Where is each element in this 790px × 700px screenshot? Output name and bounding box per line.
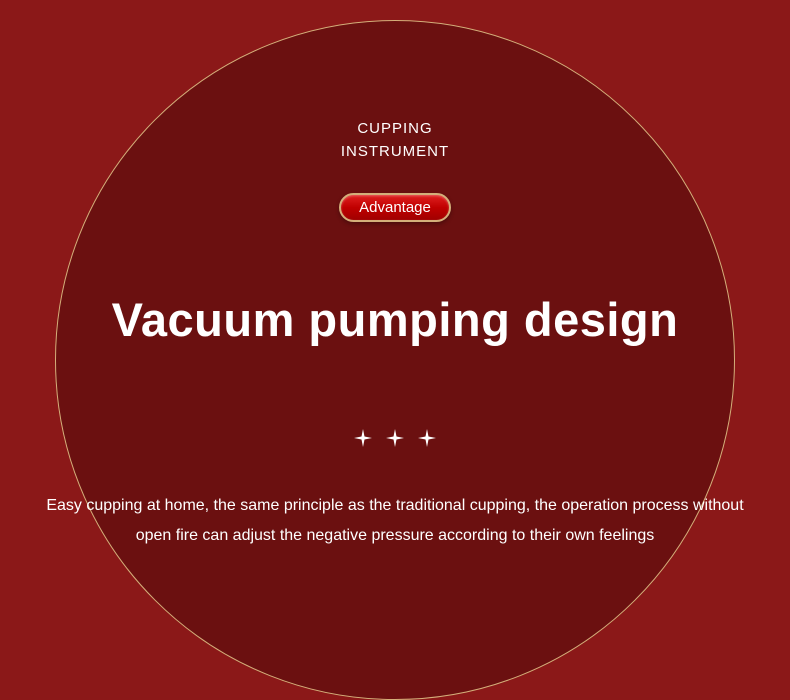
star-icon [386, 427, 404, 453]
star-icon [354, 427, 372, 453]
eyebrow-line-1: CUPPING [0, 118, 790, 141]
advantage-badge: Advantage [339, 193, 451, 222]
badge-container: Advantage [0, 193, 790, 222]
headline: Vacuum pumping design [0, 292, 790, 347]
content-container: CUPPING INSTRUMENT Advantage Vacuum pump… [0, 0, 790, 552]
star-divider [0, 427, 790, 453]
eyebrow-line-2: INSTRUMENT [0, 141, 790, 164]
description-text: Easy cupping at home, the same principle… [0, 491, 790, 552]
eyebrow-text: CUPPING INSTRUMENT [0, 118, 790, 163]
star-icon [418, 427, 436, 453]
